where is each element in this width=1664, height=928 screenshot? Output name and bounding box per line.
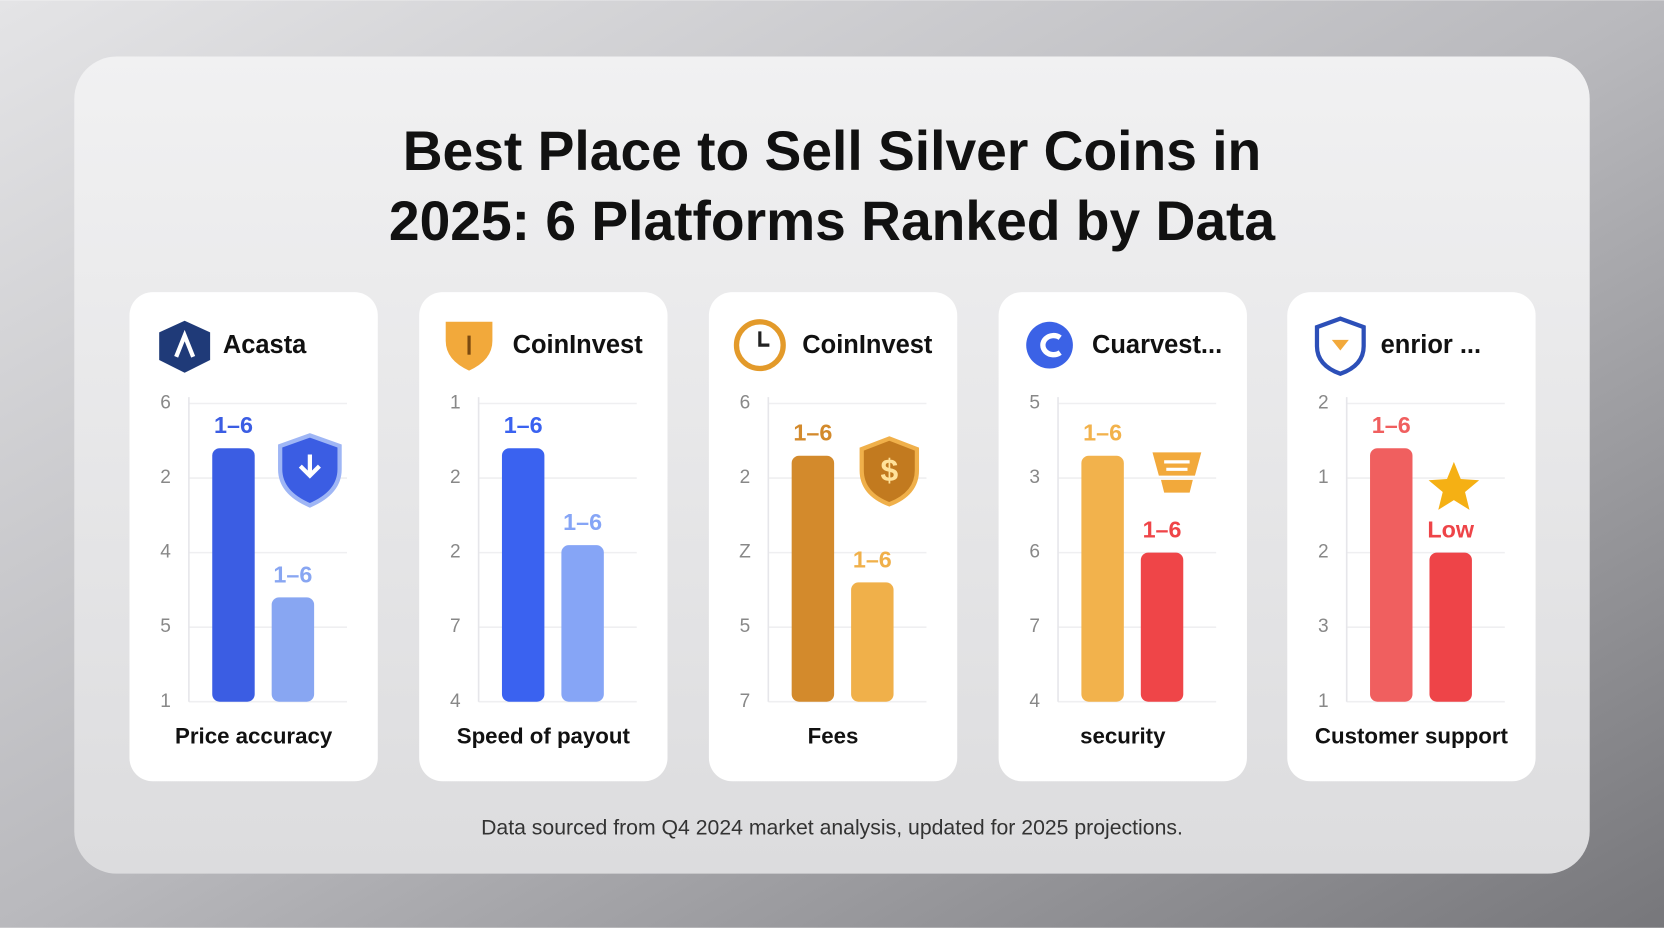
bar-annotation: 1–6 [563,509,602,535]
x-axis-label: Fees [808,724,859,749]
bar-annotation: 1–6 [853,546,892,572]
card: CoinInvest 4 7 2 2 1 1–6 1–6 Speed of payout [419,292,668,782]
platform-name: Acasta [223,331,307,359]
bar [501,448,545,702]
bar [791,455,835,702]
card: enrior ... 1 3 2 1 2 1–6 Low Customer support [1287,292,1536,782]
bar [1081,455,1124,702]
bar-annotation: 1–6 [504,412,543,438]
y-tick-label: 3 [1318,616,1329,637]
bar-annotation: 1–6 [1083,420,1122,446]
y-tick-label: 7 [740,691,751,712]
bar-annotation: 1–6 [1143,517,1182,543]
logo-mark [1040,332,1062,358]
card: CoinInvest 7 5 Z 2 6 $1–6 1–6 Fees [708,292,958,782]
y-tick-label: 6 [740,393,751,414]
bar [1429,552,1472,702]
bar [851,582,894,702]
x-axis-label: Speed of payout [457,724,631,749]
platform-name: enrior ... [1381,331,1481,359]
y-tick-label: 3 [1029,467,1040,488]
star-icon [1428,461,1480,510]
y-tick-label: 4 [1029,691,1040,712]
logo-mark [1331,339,1349,351]
y-tick-label: 5 [740,616,751,637]
bar [271,597,315,702]
logo-mark [758,331,770,347]
bar [1370,448,1413,702]
footnote: Data sourced from Q4 2024 market analysi… [481,817,1183,840]
card: Acasta 1 5 4 2 6 1–6 1–6 Price accuracy [129,292,378,782]
x-axis-label: Price accuracy [175,724,333,749]
arrow-icon [298,454,321,479]
y-tick-label: 2 [740,467,751,488]
y-tick-label: 1 [450,393,461,414]
bar-annotation: 1–6 [273,561,312,587]
y-tick-label: 7 [1029,616,1040,637]
y-tick-label: 2 [1318,393,1329,414]
platform-name: Cuarvest... [1092,331,1222,359]
y-tick-label: 5 [160,616,171,637]
y-tick-label: 1 [1318,691,1329,712]
y-tick-label: 2 [1318,542,1329,563]
y-tick-label: 6 [1029,542,1040,563]
y-tick-label: 1 [160,691,171,712]
logo-mark [174,329,196,358]
logo [159,320,211,373]
y-tick-label: 7 [450,616,461,637]
title-line: Best Place to Sell Silver Coins in [403,120,1262,182]
y-tick-label: 4 [160,542,171,563]
title-line: 2025: 6 Platforms Ranked by Data [389,190,1276,252]
bar-annotation: 1–6 [793,420,832,446]
y-tick-label: 5 [1029,393,1040,414]
y-tick-label: Z [739,542,751,563]
x-axis-label: security [1080,724,1166,749]
badge-text: $ [880,452,898,488]
platform-name: CoinInvest [802,331,933,359]
funnel-lines [1164,460,1190,471]
y-tick-label: 2 [450,467,461,488]
y-tick-label: 2 [450,542,461,563]
bar [212,448,255,702]
bar-annotation: 1–6 [214,412,253,438]
y-tick-label: 4 [450,691,461,712]
card: Cuarvest... 4 7 6 3 5 1–6 1–6 security [998,292,1247,782]
logo [1026,321,1073,369]
bar [1140,552,1184,702]
x-axis-label: Customer support [1315,724,1509,749]
bar [561,545,604,702]
y-tick-label: 2 [160,467,171,488]
y-tick-label: 6 [160,393,171,414]
bar-annotation: 1–6 [1372,412,1411,438]
y-tick-label: 1 [1318,467,1329,488]
coin-shield-icon [859,436,920,507]
platform-name: CoinInvest [513,331,644,359]
bar-annotation: Low [1427,517,1474,543]
